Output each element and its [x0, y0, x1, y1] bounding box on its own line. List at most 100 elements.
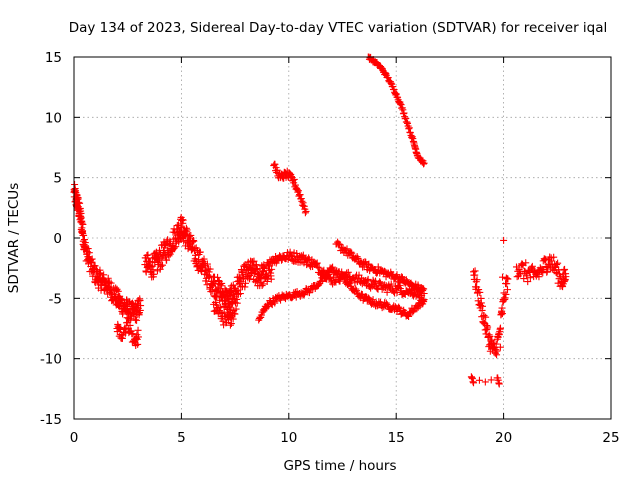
data-point	[123, 314, 131, 322]
data-point	[475, 286, 483, 294]
data-point	[396, 304, 404, 312]
data-point	[413, 305, 421, 313]
data-point	[315, 281, 323, 289]
data-point	[420, 296, 428, 304]
data-point	[343, 245, 351, 253]
data-point	[113, 286, 121, 294]
y-tick-label: 5	[53, 171, 62, 187]
data-point	[518, 260, 526, 268]
data-point	[75, 198, 83, 206]
data-point	[400, 109, 408, 117]
data-point	[163, 256, 171, 264]
data-point	[477, 299, 485, 307]
data-point	[486, 332, 494, 340]
data-point	[232, 305, 240, 313]
data-point	[319, 277, 327, 285]
data-point	[143, 251, 151, 259]
data-point	[133, 316, 141, 324]
data-point	[192, 251, 200, 259]
data-point	[296, 191, 304, 199]
data-point	[329, 263, 337, 271]
data-point	[346, 279, 354, 287]
data-point	[314, 263, 322, 271]
data-point	[352, 285, 360, 293]
data-point	[402, 114, 410, 122]
data-point	[344, 268, 352, 276]
data-point	[528, 262, 536, 270]
data-point	[496, 324, 504, 332]
data-point	[516, 270, 524, 278]
data-point	[405, 124, 413, 132]
data-point	[384, 74, 392, 82]
data-point	[271, 299, 279, 307]
data-point	[251, 269, 259, 277]
x-tick-label: 10	[280, 430, 297, 446]
data-point	[383, 288, 391, 296]
data-point	[259, 280, 267, 288]
y-tick-label: -5	[49, 291, 62, 307]
data-point	[233, 299, 241, 307]
data-point	[364, 275, 372, 283]
x-axis-label: GPS time / hours	[283, 458, 396, 474]
data-point	[397, 101, 405, 109]
data-point	[339, 272, 347, 280]
data-point	[144, 251, 152, 259]
data-point	[405, 125, 413, 133]
data-point	[253, 266, 261, 274]
data-point	[382, 70, 390, 78]
data-point	[561, 265, 569, 273]
data-point	[118, 334, 126, 342]
data-point	[91, 262, 99, 270]
data-point	[268, 265, 276, 273]
data-point	[495, 380, 503, 388]
data-point	[376, 300, 384, 308]
data-point	[553, 261, 561, 269]
data-point	[219, 317, 227, 325]
data-point	[522, 259, 530, 267]
data-point	[229, 315, 237, 323]
data-point	[526, 274, 534, 282]
y-tick-label: 10	[45, 110, 62, 126]
data-point	[348, 249, 356, 257]
data-point	[313, 259, 321, 267]
data-point	[473, 276, 481, 284]
data-point	[206, 265, 214, 273]
data-point	[496, 343, 504, 351]
data-point	[216, 281, 224, 289]
data-point	[80, 236, 88, 244]
data-point	[392, 90, 400, 98]
data-point	[96, 266, 104, 274]
data-point	[499, 273, 507, 281]
data-point	[487, 376, 495, 384]
x-tick-label: 20	[495, 430, 512, 446]
data-point	[504, 286, 512, 294]
data-point	[501, 294, 509, 302]
data-point	[226, 321, 234, 329]
data-point	[190, 237, 198, 245]
data-point	[134, 340, 142, 348]
data-point	[267, 275, 275, 283]
data-point	[482, 313, 490, 321]
chart-title: Day 134 of 2023, Sidereal Day-to-day VTE…	[69, 20, 608, 36]
data-point	[340, 272, 348, 280]
data-point	[475, 376, 483, 384]
data-point	[498, 310, 506, 318]
data-point	[492, 340, 500, 348]
data-point	[504, 275, 512, 283]
data-point	[383, 300, 391, 308]
data-point	[363, 277, 371, 285]
data-point	[84, 245, 92, 253]
data-point	[420, 159, 428, 167]
data-point	[257, 311, 265, 319]
data-point	[387, 280, 395, 288]
data-point	[236, 290, 244, 298]
x-tick-label: 0	[70, 430, 79, 446]
data-point	[405, 312, 413, 320]
data-point	[291, 291, 299, 299]
data-point	[182, 231, 190, 239]
x-tick-label: 25	[602, 430, 619, 446]
data-point	[258, 282, 266, 290]
data-point	[78, 219, 86, 227]
data-point	[336, 241, 344, 249]
